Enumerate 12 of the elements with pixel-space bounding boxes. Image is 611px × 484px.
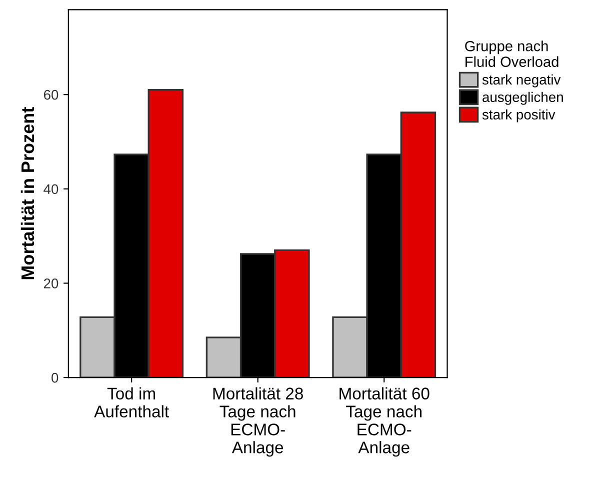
y-tick-label: 0 [52,372,58,383]
y-axis-title: Mortalität in Prozent [20,107,34,280]
x-tick-label: Mortalität 28 Tage nach ECMO- Anlage [213,387,303,457]
legend-label: stark positiv [482,109,556,122]
y-tick-label: 60 [44,90,58,100]
legend-label: stark negativ [482,74,561,88]
y-tick-label: 20 [44,278,58,288]
y-tick-label: 40 [44,184,58,194]
x-tick-label: Mortalität 60 Tage nach ECMO- Anlage [340,387,430,457]
legend-title: Gruppe nach Fluid Overload [465,40,558,67]
legend-label: ausgeglichen [482,92,563,105]
x-tick-label: Tod im Aufenthalt [94,387,169,418]
